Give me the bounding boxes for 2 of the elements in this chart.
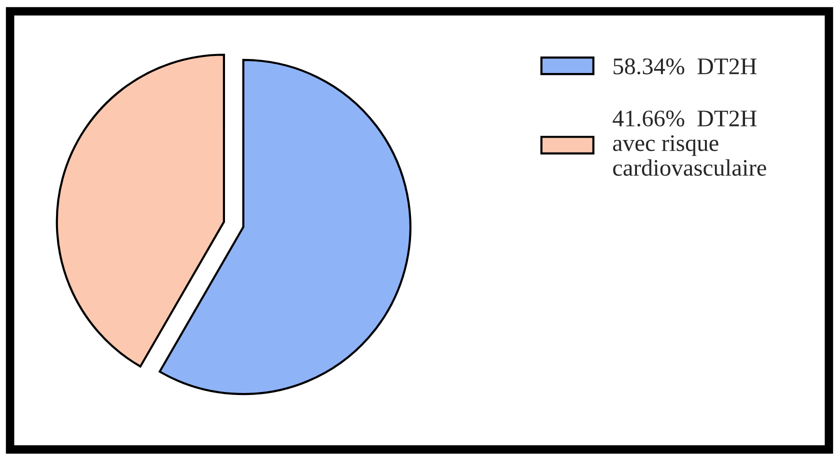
legend-label: 41.66% DT2H avec risque cardiovasculaire (612, 110, 766, 176)
legend-label: 58.34% DT2H (614, 58, 756, 74)
